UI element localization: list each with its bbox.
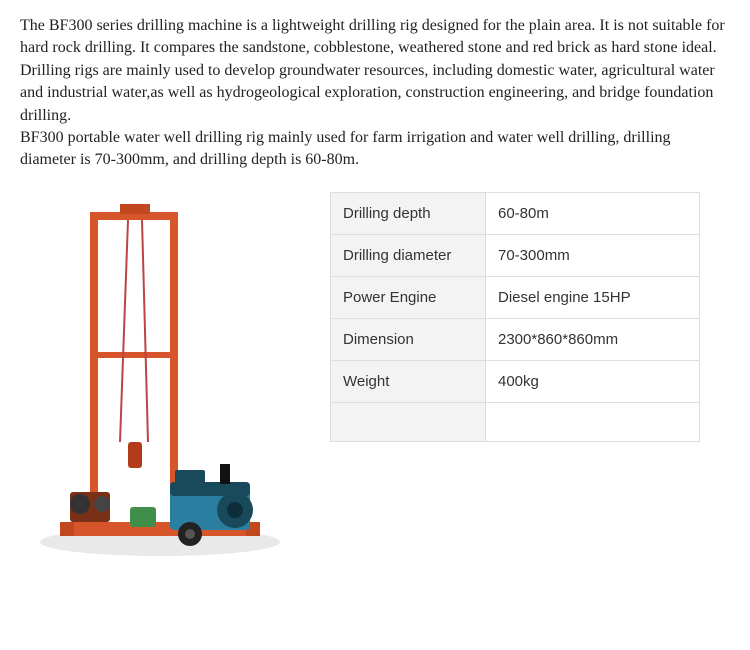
content-row: Drilling depth 60-80m Drilling diameter … xyxy=(20,192,730,562)
spec-value: 60-80m xyxy=(486,192,700,234)
spec-label: Dimension xyxy=(331,318,486,360)
spec-label: Drilling diameter xyxy=(331,234,486,276)
product-image xyxy=(20,192,300,562)
description-p2: Drilling rigs are mainly used to develop… xyxy=(20,62,715,124)
table-row: Dimension 2300*860*860mm xyxy=(331,318,700,360)
spec-label: Weight xyxy=(331,360,486,402)
spec-value: 2300*860*860mm xyxy=(486,318,700,360)
table-row: Weight 400kg xyxy=(331,360,700,402)
spec-label: Power Engine xyxy=(331,276,486,318)
table-row: Drilling depth 60-80m xyxy=(331,192,700,234)
spec-value: 400kg xyxy=(486,360,700,402)
spec-value: 70-300mm xyxy=(486,234,700,276)
table-row-empty xyxy=(331,402,700,441)
specs-table: Drilling depth 60-80m Drilling diameter … xyxy=(330,192,700,442)
spec-label: Drilling depth xyxy=(331,192,486,234)
description-p3: BF300 portable water well drilling rig m… xyxy=(20,129,671,168)
spec-value-empty xyxy=(486,402,700,441)
table-row: Power Engine Diesel engine 15HP xyxy=(331,276,700,318)
spec-label-empty xyxy=(331,402,486,441)
spec-value: Diesel engine 15HP xyxy=(486,276,700,318)
table-row: Drilling diameter 70-300mm xyxy=(331,234,700,276)
description-p1: The BF300 series drilling machine is a l… xyxy=(20,17,725,56)
description-block: The BF300 series drilling machine is a l… xyxy=(20,15,730,172)
